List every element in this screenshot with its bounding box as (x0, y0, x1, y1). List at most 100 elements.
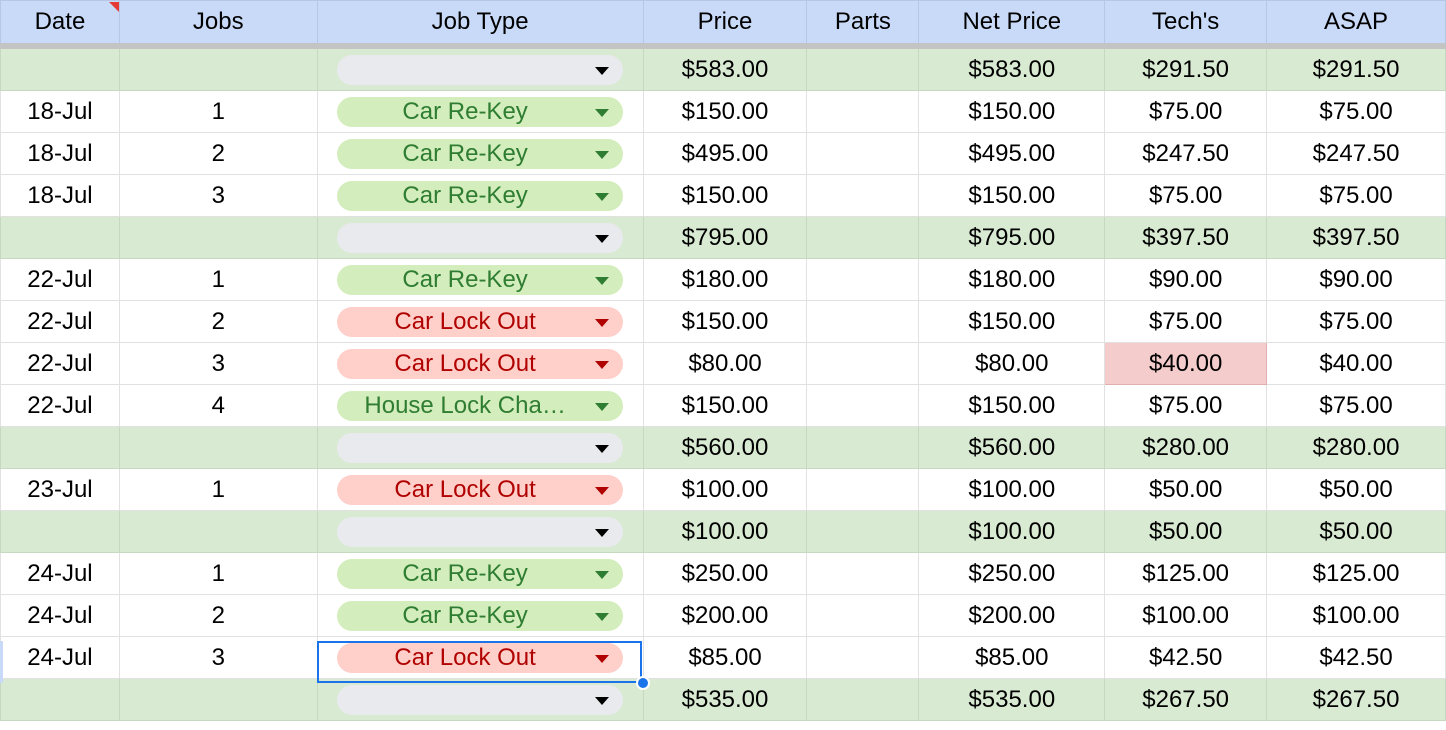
cell-asap[interactable]: $50.00 (1266, 468, 1446, 511)
job-type-dropdown[interactable]: Car Lock Out (337, 474, 624, 505)
cell-job-type[interactable] (316, 678, 644, 721)
cell-jobs[interactable] (118, 426, 318, 469)
cell-jobs[interactable]: 3 (118, 342, 318, 385)
cell-jobs[interactable]: 4 (118, 384, 318, 427)
cell-parts[interactable] (806, 300, 920, 343)
cell-job-type[interactable] (316, 216, 644, 259)
cell-net-price[interactable]: $150.00 (918, 384, 1106, 427)
cell-parts[interactable] (806, 636, 920, 679)
cell-price[interactable]: $535.00 (642, 678, 808, 721)
cell-net-price[interactable]: $150.00 (918, 90, 1106, 133)
cell-price[interactable]: $200.00 (642, 594, 808, 637)
cell-techs[interactable]: $397.50 (1104, 216, 1268, 259)
job-type-dropdown[interactable] (337, 432, 624, 463)
cell-parts[interactable] (806, 45, 920, 91)
cell-date[interactable]: 22-Jul (0, 342, 120, 385)
cell-price[interactable]: $250.00 (642, 552, 808, 595)
cell-job-type[interactable]: Car Re-Key (316, 258, 644, 301)
cell-price[interactable]: $583.00 (642, 45, 808, 91)
cell-date[interactable]: 18-Jul (0, 90, 120, 133)
cell-asap[interactable]: $75.00 (1266, 174, 1446, 217)
header-parts[interactable]: Parts (806, 0, 920, 49)
cell-net-price[interactable]: $85.00 (918, 636, 1106, 679)
chevron-down-icon[interactable] (595, 402, 610, 411)
cell-price[interactable]: $85.00 (642, 636, 808, 679)
cell-jobs[interactable]: 2 (118, 300, 318, 343)
cell-price[interactable]: $80.00 (642, 342, 808, 385)
chevron-down-icon[interactable] (595, 444, 610, 453)
cell-parts[interactable] (806, 258, 920, 301)
cell-job-type[interactable]: Car Lock Out (316, 300, 644, 343)
job-type-dropdown[interactable]: Car Lock Out (337, 306, 624, 337)
job-type-dropdown[interactable]: Car Re-Key (337, 558, 624, 589)
cell-jobs[interactable] (118, 45, 318, 91)
cell-parts[interactable] (806, 174, 920, 217)
cell-parts[interactable] (806, 384, 920, 427)
cell-job-type[interactable]: Car Re-Key (316, 132, 644, 175)
chevron-down-icon[interactable] (595, 318, 610, 327)
header-job-type[interactable]: Job Type (316, 0, 644, 49)
cell-date[interactable] (0, 426, 120, 469)
job-type-dropdown[interactable] (337, 684, 624, 715)
cell-techs[interactable]: $42.50 (1104, 636, 1268, 679)
cell-techs[interactable]: $75.00 (1104, 174, 1268, 217)
cell-parts[interactable] (806, 90, 920, 133)
cell-techs[interactable]: $291.50 (1104, 45, 1268, 91)
cell-date[interactable]: 24-Jul (0, 636, 120, 679)
header-date[interactable]: Date (0, 0, 120, 49)
header-asap[interactable]: ASAP (1266, 0, 1446, 49)
cell-date[interactable]: 24-Jul (0, 594, 120, 637)
cell-asap[interactable]: $125.00 (1266, 552, 1446, 595)
cell-asap[interactable]: $100.00 (1266, 594, 1446, 637)
cell-price[interactable]: $150.00 (642, 384, 808, 427)
cell-date[interactable] (0, 216, 120, 259)
cell-techs[interactable]: $75.00 (1104, 384, 1268, 427)
job-type-dropdown[interactable]: Car Re-Key (337, 264, 624, 295)
cell-job-type[interactable]: Car Re-Key (316, 90, 644, 133)
cell-job-type[interactable]: Car Re-Key (316, 174, 644, 217)
cell-date[interactable]: 24-Jul (0, 552, 120, 595)
cell-job-type[interactable]: Car Re-Key (316, 552, 644, 595)
cell-date[interactable]: 18-Jul (0, 174, 120, 217)
chevron-down-icon[interactable] (595, 150, 610, 159)
cell-net-price[interactable]: $535.00 (918, 678, 1106, 721)
cell-jobs[interactable]: 1 (118, 90, 318, 133)
cell-price[interactable]: $560.00 (642, 426, 808, 469)
cell-price[interactable]: $150.00 (642, 90, 808, 133)
header-techs[interactable]: Tech's (1104, 0, 1268, 49)
job-type-dropdown[interactable]: Car Re-Key (337, 180, 624, 211)
cell-net-price[interactable]: $250.00 (918, 552, 1106, 595)
cell-techs[interactable]: $40.00 (1104, 342, 1268, 385)
cell-asap[interactable]: $75.00 (1266, 300, 1446, 343)
cell-techs[interactable]: $280.00 (1104, 426, 1268, 469)
cell-asap[interactable]: $40.00 (1266, 342, 1446, 385)
cell-date[interactable]: 23-Jul (0, 468, 120, 511)
cell-price[interactable]: $150.00 (642, 174, 808, 217)
cell-techs[interactable]: $247.50 (1104, 132, 1268, 175)
fill-handle-icon[interactable] (636, 676, 650, 690)
cell-parts[interactable] (806, 468, 920, 511)
cell-asap[interactable]: $75.00 (1266, 384, 1446, 427)
chevron-down-icon[interactable] (595, 234, 610, 243)
job-type-dropdown[interactable]: House Lock Cha… (337, 390, 624, 421)
cell-jobs[interactable]: 1 (118, 258, 318, 301)
cell-date[interactable]: 18-Jul (0, 132, 120, 175)
cell-parts[interactable] (806, 594, 920, 637)
chevron-down-icon[interactable] (595, 570, 610, 579)
chevron-down-icon[interactable] (595, 108, 610, 117)
cell-asap[interactable]: $75.00 (1266, 90, 1446, 133)
cell-techs[interactable]: $50.00 (1104, 468, 1268, 511)
cell-date[interactable]: 22-Jul (0, 300, 120, 343)
cell-asap[interactable]: $90.00 (1266, 258, 1446, 301)
chevron-down-icon[interactable] (595, 276, 610, 285)
cell-asap[interactable]: $42.50 (1266, 636, 1446, 679)
chevron-down-icon[interactable] (595, 696, 610, 705)
cell-job-type[interactable]: Car Lock Out (316, 636, 644, 679)
cell-parts[interactable] (806, 132, 920, 175)
job-type-dropdown[interactable]: Car Re-Key (337, 138, 624, 169)
cell-price[interactable]: $100.00 (642, 468, 808, 511)
cell-job-type[interactable]: Car Lock Out (316, 342, 644, 385)
cell-job-type[interactable]: House Lock Cha… (316, 384, 644, 427)
cell-asap[interactable]: $291.50 (1266, 45, 1446, 91)
chevron-down-icon[interactable] (595, 654, 610, 663)
